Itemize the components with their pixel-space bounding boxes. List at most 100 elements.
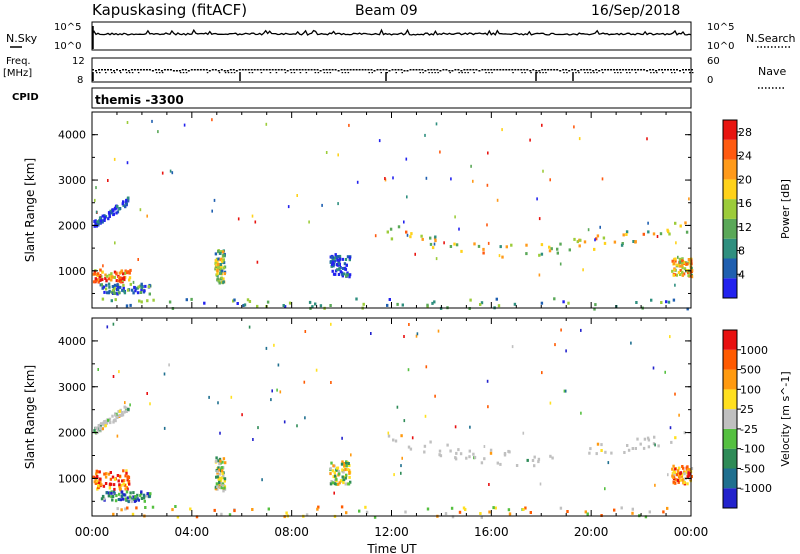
scatter-cell bbox=[424, 133, 426, 137]
scatter-cell bbox=[486, 223, 488, 227]
nave-dot bbox=[137, 72, 140, 74]
scatter-cell bbox=[425, 365, 428, 369]
scatter-cell bbox=[333, 259, 337, 263]
scatter-cell bbox=[681, 478, 684, 482]
scatter-cell bbox=[171, 508, 174, 512]
scatter-cell bbox=[189, 507, 192, 511]
scatter-cell bbox=[690, 475, 693, 478]
scatter-cell bbox=[686, 467, 689, 471]
scatter-cell bbox=[334, 253, 337, 257]
freq-dot bbox=[490, 69, 493, 71]
scatter-cell bbox=[215, 475, 218, 479]
nave-dot bbox=[419, 72, 421, 74]
scatter-cell bbox=[243, 303, 247, 307]
scatter-cell bbox=[125, 490, 129, 494]
freq-dot bbox=[313, 69, 316, 71]
nave-dot bbox=[428, 72, 430, 74]
freq-dot bbox=[412, 69, 415, 71]
scatter-cell bbox=[550, 247, 553, 251]
scatter-cell bbox=[650, 298, 653, 302]
scatter-cell bbox=[98, 221, 101, 224]
scatter-cell bbox=[672, 469, 676, 473]
scatter-cell bbox=[683, 431, 686, 435]
scatter-cell bbox=[96, 429, 100, 433]
colorbar-segment bbox=[723, 330, 737, 350]
freq-dot bbox=[382, 69, 385, 71]
scatter-cell bbox=[671, 269, 674, 273]
freq-dot bbox=[547, 69, 550, 71]
scatter-cell bbox=[331, 481, 335, 485]
scatter-cell bbox=[214, 485, 218, 489]
scatter-cell bbox=[95, 478, 98, 482]
scatter-cell bbox=[140, 300, 143, 304]
freq-dot bbox=[142, 69, 145, 71]
scatter-cell bbox=[473, 242, 476, 246]
freq-dot bbox=[394, 69, 397, 71]
scatter-cell bbox=[393, 473, 395, 477]
scatter-cell bbox=[183, 123, 186, 127]
freq-dot bbox=[418, 69, 421, 71]
scatter-cell bbox=[522, 431, 525, 435]
scatter-cell bbox=[109, 471, 112, 474]
scatter-cell bbox=[671, 474, 674, 478]
scatter-cell bbox=[216, 271, 219, 275]
scatter-cell bbox=[333, 491, 335, 495]
freq-dot bbox=[262, 69, 265, 71]
freq-dot bbox=[499, 69, 502, 71]
scatter-cell bbox=[338, 481, 341, 485]
scatter-cell bbox=[119, 488, 122, 491]
freq-dot bbox=[577, 70, 580, 72]
scatter-cell bbox=[107, 179, 109, 182]
scatter-cell bbox=[96, 278, 99, 282]
nave-dot bbox=[488, 72, 490, 74]
scatter-cell bbox=[681, 259, 684, 263]
nave-dot bbox=[674, 72, 676, 74]
scatter-cell bbox=[533, 455, 536, 459]
freq-dot bbox=[223, 70, 226, 72]
scatter-cell bbox=[455, 243, 459, 247]
y-tick-label: 4000 bbox=[58, 129, 86, 142]
freq-dot bbox=[184, 69, 187, 71]
scatter-cell bbox=[127, 500, 130, 504]
scatter-cell bbox=[256, 304, 259, 308]
scatter-cell bbox=[127, 407, 130, 411]
scatter-cell bbox=[103, 420, 106, 423]
scatter-cell bbox=[677, 264, 681, 268]
scatter-cell bbox=[94, 277, 97, 281]
freq-dot bbox=[529, 70, 532, 72]
scatter-cell bbox=[579, 238, 582, 242]
scatter-cell bbox=[356, 180, 359, 184]
scatter-cell bbox=[218, 462, 221, 466]
scatter-cell bbox=[410, 232, 413, 236]
freq-dot bbox=[667, 69, 669, 71]
scatter-cell bbox=[604, 450, 607, 454]
power-panel: 1000 2000 3000 4000 Slant Range [km] 4 8 12 16 20… bbox=[23, 111, 792, 311]
scatter-cell bbox=[122, 497, 125, 501]
scatter-cell bbox=[276, 388, 278, 392]
nave-tick-low: 0 bbox=[707, 75, 713, 86]
x-tick-label: 16:00 bbox=[474, 525, 509, 539]
colorbar-tick-label: -100 bbox=[740, 443, 765, 456]
scatter-cell bbox=[409, 447, 413, 451]
scatter-cell bbox=[343, 462, 346, 466]
scatter-cell bbox=[673, 471, 677, 475]
scatter-cell bbox=[551, 456, 554, 460]
scatter-cell bbox=[104, 273, 107, 277]
freq-dot bbox=[415, 69, 418, 71]
scatter-cell bbox=[123, 405, 126, 409]
y-tick-label: 3000 bbox=[58, 381, 86, 394]
scatter-cell bbox=[215, 456, 218, 460]
scatter-cell bbox=[672, 298, 676, 302]
scatter-cell bbox=[669, 335, 671, 339]
scatter-cell bbox=[501, 128, 503, 132]
freq-dot bbox=[256, 69, 259, 71]
scatter-cell bbox=[123, 291, 127, 295]
scatter-cell bbox=[112, 512, 115, 516]
colorbar-tick-label: 100 bbox=[740, 383, 761, 396]
scatter-cell bbox=[673, 268, 676, 272]
scatter-cell bbox=[216, 470, 219, 474]
nave-dot bbox=[662, 72, 664, 74]
y-tick-label: 2000 bbox=[58, 427, 86, 440]
scatter-cell bbox=[347, 462, 350, 465]
scatter-cell bbox=[342, 478, 346, 482]
